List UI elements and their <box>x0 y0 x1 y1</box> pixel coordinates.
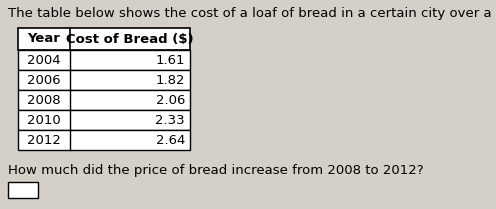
Bar <box>18 70 190 90</box>
Bar <box>18 130 190 150</box>
Text: Year: Year <box>28 33 61 46</box>
Bar <box>18 110 190 130</box>
Text: 2004: 2004 <box>27 54 61 66</box>
Text: How much did the price of bread increase from 2008 to 2012?: How much did the price of bread increase… <box>8 164 424 177</box>
Text: 2.64: 2.64 <box>156 134 185 147</box>
Bar <box>18 28 190 50</box>
Text: 2.06: 2.06 <box>156 93 185 107</box>
Text: 1.61: 1.61 <box>156 54 185 66</box>
Text: The table below shows the cost of a loaf of bread in a certain city over a 8 yea: The table below shows the cost of a loaf… <box>8 7 496 20</box>
Text: 2012: 2012 <box>27 134 61 147</box>
Text: 2008: 2008 <box>27 93 61 107</box>
Bar <box>18 50 190 70</box>
Bar <box>8 182 38 198</box>
Text: 2006: 2006 <box>27 74 61 87</box>
Bar <box>18 90 190 110</box>
Text: 1.82: 1.82 <box>156 74 185 87</box>
Text: Cost of Bread ($): Cost of Bread ($) <box>66 33 194 46</box>
Text: 2010: 2010 <box>27 113 61 126</box>
Text: 2.33: 2.33 <box>155 113 185 126</box>
